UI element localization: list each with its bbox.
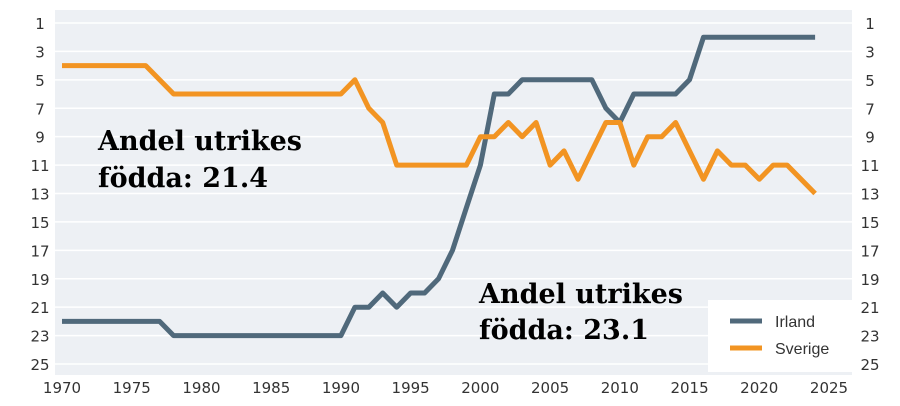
annotation-irland-line1: Andel utrikes [478,279,683,310]
x-tick-label: 2010 [601,379,639,397]
x-tick-label: 2025 [810,379,848,397]
y-tick-label: 9 [865,129,875,147]
legend: Irland Sverige [708,300,853,372]
annotation-irland-line2: födda: 23.1 [479,315,649,346]
y-tick-label: 23 [860,328,879,346]
y-tick-label: 5 [35,72,45,90]
series-line-irland [62,34,816,339]
y-tick-label: 15 [30,214,49,232]
y-tick-label: 11 [30,157,49,175]
y-tick-label: 7 [865,100,875,118]
y-tick-label: 3 [865,43,875,61]
x-tick-label: 1995 [392,379,430,397]
legend-sverige-label: Sverige [775,341,829,358]
y-tick-label: 1 [865,15,875,33]
annotation-irland: Andel utrikes födda: 23.1 [478,279,683,346]
x-tick-label: 2005 [531,379,569,397]
x-tick-label: 2020 [740,379,778,397]
y-tick-label: 17 [30,242,49,260]
y-tick-label: 15 [860,214,879,232]
y-tick-label: 19 [30,271,49,289]
y-tick-label: 9 [35,129,45,147]
legend-box [708,300,853,372]
y-tick-label: 11 [860,157,879,175]
annotation-sverige-line1: Andel utrikes [97,126,302,157]
y-tick-label: 21 [860,299,879,317]
y-tick-label: 17 [860,242,879,260]
x-tick-label: 1985 [252,379,290,397]
x-tick-label: 1990 [322,379,360,397]
series-layer [62,34,817,339]
y-tick-label: 13 [30,186,49,204]
legend-irland-label: Irland [775,314,815,331]
annotation-sverige-line2: födda: 21.4 [98,163,268,194]
series-line-sverige [62,63,817,196]
x-tick-label: 1980 [182,379,220,397]
x-tick-label: 1975 [113,379,151,397]
x-tick-label: 1970 [43,379,81,397]
y-tick-label: 19 [860,271,879,289]
y-tick-label: 25 [860,356,879,374]
x-axis: 1970 1975 1980 1985 1990 1995 2000 2005 2010 2015… [43,379,848,397]
annotation-sverige: Andel utrikes födda: 21.4 [97,126,302,194]
y-tick-label: 5 [865,72,875,90]
y-tick-label: 23 [30,328,49,346]
y-tick-label: 7 [35,100,45,118]
x-tick-label: 2000 [461,379,499,397]
y-tick-label: 13 [860,186,879,204]
y-tick-label: 21 [30,299,49,317]
y-tick-label: 25 [30,356,49,374]
x-tick-label: 2015 [670,379,708,397]
y-tick-label: 1 [35,15,45,33]
y-tick-label: 3 [35,43,45,61]
